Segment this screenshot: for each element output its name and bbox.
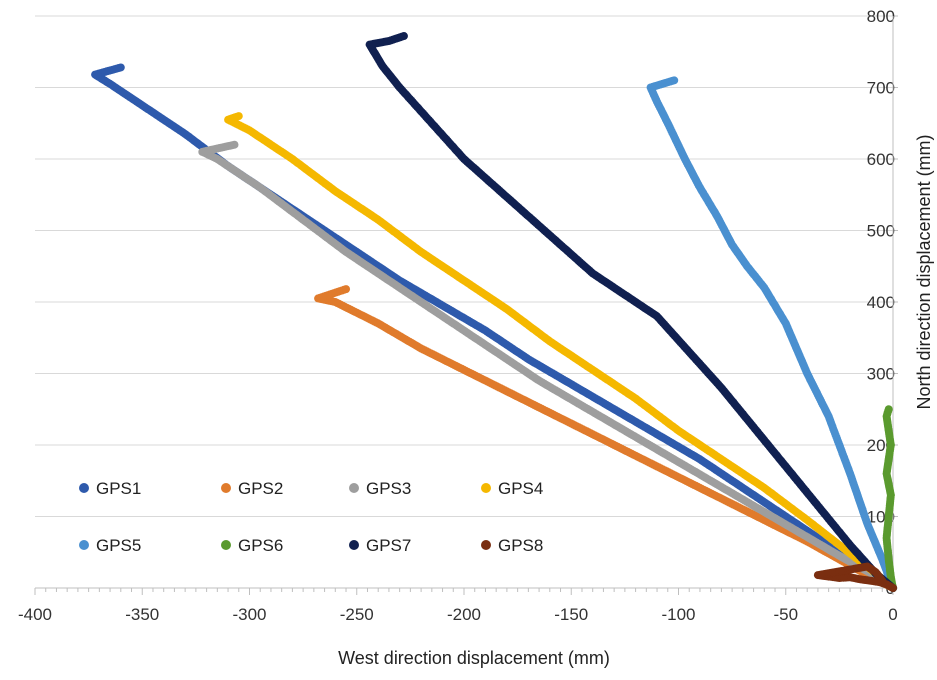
legend-marker <box>79 483 89 493</box>
legend-label: GPS3 <box>366 479 411 498</box>
data-point <box>234 112 243 121</box>
data-point <box>670 76 679 85</box>
legend-item: GPS7 <box>349 536 411 555</box>
legend-label: GPS8 <box>498 536 543 555</box>
legend-marker <box>481 483 491 493</box>
y-tick-label: 600 <box>867 150 895 169</box>
legend-item: GPS4 <box>481 479 543 498</box>
x-tick-label: 0 <box>888 605 897 624</box>
series-gps6 <box>882 405 897 592</box>
y-tick-label: 500 <box>867 222 895 241</box>
x-tick-label: -200 <box>447 605 481 624</box>
legend: GPS1 GPS2 GPS3 GPS4 GPS5 GPS6 GPS7 GPS8 <box>79 479 543 555</box>
legend-item: GPS6 <box>221 536 283 555</box>
x-tick-label: -400 <box>18 605 52 624</box>
data-point <box>884 405 893 414</box>
legend-label: GPS7 <box>366 536 411 555</box>
x-tick-label: -250 <box>340 605 374 624</box>
legend-item: GPS2 <box>221 479 283 498</box>
data-point <box>230 140 239 149</box>
y-tick-label: 400 <box>867 293 895 312</box>
x-tick-label: -300 <box>232 605 266 624</box>
legend-marker <box>349 483 359 493</box>
x-axis-title: West direction displacement (mm) <box>338 648 610 668</box>
data-point <box>116 63 125 72</box>
legend-item: GPS8 <box>481 536 543 555</box>
legend-label: GPS4 <box>498 479 543 498</box>
legend-item: GPS3 <box>349 479 411 498</box>
legend-label: GPS1 <box>96 479 141 498</box>
series-gps7 <box>365 32 897 592</box>
data-series <box>91 32 897 592</box>
legend-marker <box>349 540 359 550</box>
data-point <box>342 285 351 294</box>
legend-item: GPS1 <box>79 479 141 498</box>
series-gps1 <box>91 63 897 592</box>
y-axis-title: North direction displacement (mm) <box>914 134 934 409</box>
series-gps8 <box>813 562 897 592</box>
y-tick-label: 800 <box>867 7 895 26</box>
data-point <box>399 32 408 41</box>
legend-label: GPS2 <box>238 479 283 498</box>
legend-marker <box>79 540 89 550</box>
series-gps5 <box>646 76 897 592</box>
x-tick-label: -100 <box>661 605 695 624</box>
y-tick-label: 300 <box>867 365 895 384</box>
x-tick-label: -150 <box>554 605 588 624</box>
data-point <box>878 576 887 585</box>
legend-marker <box>481 540 491 550</box>
legend-item: GPS5 <box>79 536 141 555</box>
x-tick-label: -350 <box>125 605 159 624</box>
legend-label: GPS5 <box>96 536 141 555</box>
x-tick-label: -50 <box>773 605 798 624</box>
legend-marker <box>221 540 231 550</box>
y-tick-label: 700 <box>867 79 895 98</box>
series-gps2 <box>314 285 897 592</box>
legend-label: GPS6 <box>238 536 283 555</box>
legend-marker <box>221 483 231 493</box>
